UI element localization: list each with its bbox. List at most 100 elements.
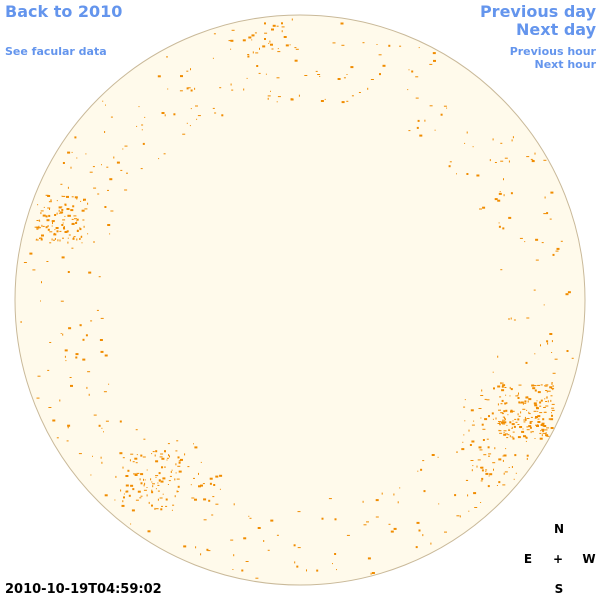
facula: [184, 453, 186, 456]
facula: [366, 521, 369, 523]
facula: [48, 407, 52, 408]
facula: [517, 394, 519, 396]
facula: [141, 124, 144, 126]
facula: [129, 459, 131, 462]
facula: [334, 553, 337, 555]
facula: [508, 318, 510, 320]
facula: [476, 465, 478, 468]
facula: [64, 349, 68, 352]
facula: [49, 242, 52, 244]
prev-hour-link[interactable]: Previous hour: [509, 45, 596, 58]
facula: [98, 276, 101, 278]
facula: [267, 549, 270, 551]
facula: [174, 495, 176, 498]
facula: [67, 237, 69, 239]
facula: [175, 472, 177, 474]
facula: [142, 142, 145, 145]
facula: [96, 309, 99, 311]
facula: [159, 497, 163, 499]
facula: [160, 453, 164, 455]
facula: [519, 237, 523, 239]
facula: [468, 510, 470, 512]
facula: [543, 159, 547, 161]
facula: [161, 505, 163, 507]
facula: [346, 100, 349, 102]
facula: [371, 572, 375, 574]
next-day-link[interactable]: Next day: [516, 20, 596, 39]
facular-link[interactable]: See facular data: [5, 45, 107, 58]
facula: [525, 396, 529, 399]
facula: [36, 220, 39, 221]
facula: [545, 432, 547, 435]
facula: [230, 539, 234, 541]
facula: [57, 239, 59, 242]
facula: [537, 384, 541, 386]
facula: [110, 210, 114, 212]
facula: [416, 126, 419, 129]
facula: [294, 561, 296, 564]
facula: [296, 565, 299, 568]
facula: [41, 234, 44, 237]
facula: [328, 498, 332, 500]
facula: [56, 230, 59, 233]
facula: [100, 317, 104, 319]
facula: [493, 387, 495, 390]
facula: [71, 196, 74, 198]
facula: [151, 489, 153, 492]
facula: [471, 469, 473, 472]
facula: [464, 399, 466, 401]
facula: [270, 519, 274, 522]
facula: [503, 433, 507, 436]
facula: [525, 435, 527, 438]
facula: [528, 425, 532, 428]
facula: [545, 401, 548, 402]
facula: [551, 382, 553, 385]
facula: [88, 271, 92, 274]
facula: [254, 32, 257, 34]
facula: [20, 321, 22, 323]
facula: [140, 495, 143, 497]
facula: [124, 189, 128, 191]
facula: [545, 384, 549, 386]
facula: [72, 205, 75, 208]
facula: [502, 459, 504, 462]
facula: [230, 83, 232, 86]
facula: [498, 421, 501, 423]
facula: [504, 402, 507, 405]
prev-day-link[interactable]: Previous day: [479, 2, 596, 21]
facula: [512, 136, 514, 139]
facula: [40, 238, 43, 241]
facula: [489, 159, 491, 162]
facula: [480, 480, 483, 482]
facula: [554, 358, 558, 360]
facula: [252, 51, 254, 54]
facula: [524, 416, 526, 419]
facula: [520, 401, 524, 404]
facula: [336, 569, 337, 571]
facula: [86, 386, 88, 389]
facula: [177, 485, 180, 488]
facula: [175, 450, 178, 452]
facula: [47, 207, 51, 209]
facula: [54, 234, 56, 236]
facula: [544, 429, 548, 431]
facula: [466, 131, 468, 134]
facula: [285, 44, 289, 47]
facula: [140, 482, 143, 485]
facula: [510, 410, 513, 413]
facula: [255, 577, 259, 579]
facula: [500, 382, 504, 384]
facula: [565, 293, 569, 296]
facula: [148, 501, 150, 504]
facula: [316, 569, 319, 572]
facula: [40, 212, 42, 215]
facula: [449, 161, 452, 163]
next-hour-link[interactable]: Next hour: [534, 58, 597, 71]
facula: [110, 116, 113, 118]
facula: [500, 403, 503, 405]
back-link[interactable]: Back to 2010: [5, 2, 123, 21]
facula: [74, 136, 77, 139]
facula: [512, 431, 515, 433]
facula: [511, 466, 513, 468]
facula: [79, 324, 82, 327]
